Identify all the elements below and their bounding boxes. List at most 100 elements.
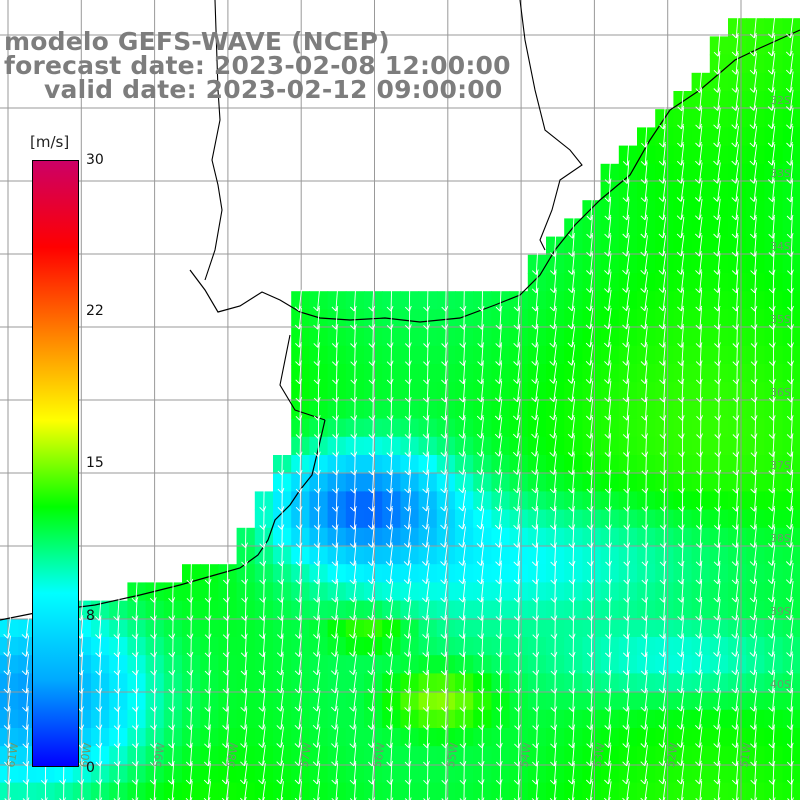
wind-arrow	[622, 744, 630, 767]
wind-arrow	[658, 217, 667, 239]
wind-arrow	[276, 744, 284, 767]
wind-arrow	[768, 489, 775, 512]
wind-arrow	[731, 635, 739, 657]
wind-arrow	[95, 780, 103, 800]
wind-arrow	[786, 162, 794, 184]
wind-arrow	[732, 507, 739, 530]
wind-arrow	[222, 726, 230, 749]
colorbar-tick-0: 0	[86, 760, 95, 776]
wind-arrow	[785, 35, 794, 57]
wind-arrow	[749, 216, 757, 239]
wind-arrow	[294, 289, 302, 312]
wind-arrow	[312, 762, 321, 785]
wind-arrow	[458, 580, 466, 603]
wind-arrow	[567, 762, 575, 785]
wind-arrow	[422, 471, 430, 494]
wind-arrow	[750, 780, 758, 800]
wind-arrow	[458, 417, 466, 439]
wind-arrow	[622, 344, 630, 366]
wind-arrow	[403, 635, 412, 657]
wind-arrow	[586, 235, 593, 257]
longitude-label: 53W	[591, 742, 608, 769]
wind-arrow	[167, 762, 175, 785]
wind-arrow	[767, 71, 776, 93]
wind-arrow	[440, 489, 448, 512]
longitude-labels: 61W 60W 59W 58W 57W 56W 55W 54W 53W 52W 51W	[4, 742, 754, 769]
wind-arrow	[658, 326, 666, 348]
wind-arrow	[676, 671, 685, 694]
wind-arrow	[313, 289, 320, 312]
wind-arrow	[258, 635, 266, 658]
wind-arrow	[440, 417, 448, 439]
wind-arrow	[276, 690, 284, 712]
wind-arrow	[713, 762, 721, 785]
wind-arrow	[331, 726, 339, 748]
wind-arrow	[713, 653, 721, 676]
wind-arrow	[276, 763, 284, 785]
longitude-label: 61W	[4, 742, 21, 769]
wind-arrow	[404, 689, 412, 712]
wind-arrow	[731, 580, 739, 603]
valid-date: valid date: 2023-02-12 09:00:00	[44, 75, 503, 104]
wind-arrow	[422, 508, 430, 530]
wind-arrow	[604, 362, 612, 384]
wind-arrow	[421, 562, 430, 585]
model-title: modelo GEFS-WAVE (NCEP)	[4, 27, 390, 56]
wind-arrow	[349, 690, 357, 712]
wind-arrow	[549, 380, 557, 403]
wind-arrow	[385, 526, 393, 548]
wind-arrow	[258, 690, 266, 712]
wind-arrow	[240, 690, 248, 712]
wind-arrow	[731, 253, 739, 275]
wind-arrow	[440, 635, 448, 658]
wind-arrow	[404, 780, 412, 800]
wind-arrow	[640, 198, 648, 221]
wind-arrow	[659, 107, 666, 130]
wind-arrow	[658, 708, 667, 730]
wind-arrow	[713, 162, 721, 184]
wind-arrow	[676, 726, 685, 748]
wind-arrow	[785, 581, 794, 603]
colorbar-tick-8: 8	[86, 608, 95, 624]
wind-arrow	[676, 653, 685, 676]
wind-arrow	[513, 544, 521, 567]
wind-arrow	[240, 744, 248, 767]
wind-arrow	[422, 435, 430, 457]
wind-arrow	[640, 307, 648, 330]
wind-arrow	[695, 144, 703, 166]
wind-arrow	[331, 599, 339, 621]
wind-arrow	[676, 162, 685, 184]
wind-arrow	[440, 471, 448, 494]
wind-arrow	[477, 344, 485, 366]
wind-arrow	[640, 271, 648, 293]
colorbar-tick-22: 22	[86, 303, 104, 319]
wind-arrow	[349, 762, 357, 785]
wind-arrow	[295, 598, 302, 621]
wind-arrow	[567, 435, 575, 457]
wind-arrow	[240, 708, 248, 730]
wind-arrow	[659, 125, 666, 148]
wind-arrow	[749, 107, 758, 130]
wind-arrow	[294, 726, 303, 748]
wind-arrow	[785, 53, 794, 75]
latitude-labels: 32S 33S 34S 35S 36S 37S 38S 39S 40S	[770, 94, 791, 691]
wind-arrow	[749, 198, 757, 221]
wind-arrow	[294, 762, 303, 785]
wind-arrow	[749, 180, 757, 202]
wind-arrow	[240, 671, 248, 694]
coastline-river-west	[204, 0, 223, 281]
wind-arrow	[713, 599, 721, 621]
wind-arrow	[787, 780, 794, 800]
wind-arrow	[695, 762, 703, 785]
wind-arrow	[349, 599, 357, 621]
wind-arrow	[349, 580, 357, 603]
wind-arrow	[513, 307, 521, 330]
wind-arrow	[441, 780, 449, 800]
wind-arrow	[440, 544, 448, 566]
wind-arrow	[113, 780, 121, 800]
wind-arrow	[313, 580, 321, 603]
wind-arrow	[422, 599, 430, 621]
wind-arrow	[713, 562, 721, 585]
wind-arrow	[422, 489, 430, 512]
wind-arrow	[731, 708, 739, 730]
